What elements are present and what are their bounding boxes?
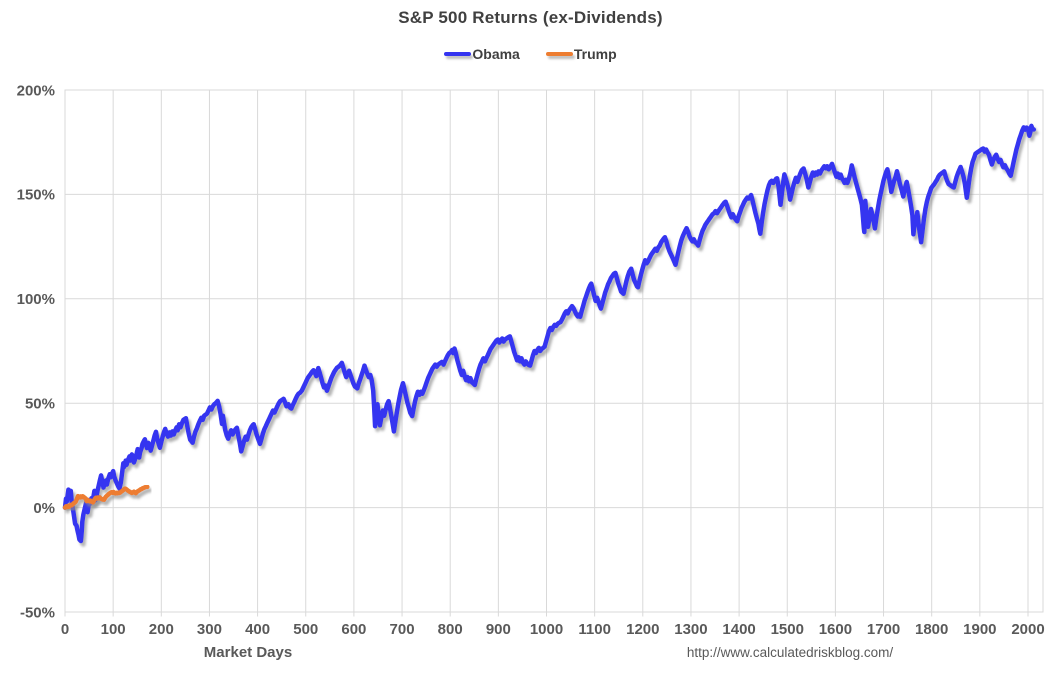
- trump-series-line: [62, 484, 150, 510]
- y-tick-label: 50%: [25, 395, 55, 412]
- plot-border: [64, 89, 1044, 613]
- x-tick-label: 900: [486, 621, 511, 638]
- y-tick-label: -50%: [20, 604, 55, 621]
- x-tick-label: 1400: [722, 621, 755, 638]
- x-tick-label: 100: [101, 621, 126, 638]
- obama-series-line: [62, 123, 1037, 544]
- x-tick-label: 1000: [530, 621, 563, 638]
- x-tick-label: 1500: [771, 621, 804, 638]
- legend-label-trump: Trump: [573, 46, 617, 62]
- y-tick-label: 200%: [17, 82, 55, 99]
- x-tick-label: 1300: [674, 621, 707, 638]
- chart-title: S&P 500 Returns (ex-Dividends): [398, 8, 663, 27]
- y-tick-label: 0%: [33, 500, 55, 517]
- y-tick-label: 150%: [17, 187, 55, 204]
- legend-item-obama: Obama: [444, 46, 520, 62]
- trump-line-swatch: [545, 51, 573, 57]
- legend-label-obama: Obama: [472, 46, 520, 62]
- x-tick-label: 600: [341, 621, 366, 638]
- y-tick-label: 100%: [17, 291, 55, 308]
- x-tick-label: 1700: [867, 621, 900, 638]
- x-tick-label: 1800: [915, 621, 948, 638]
- x-tick-label: 800: [438, 621, 463, 638]
- x-tick-label: 1100: [578, 621, 611, 638]
- x-tick-label: 2000: [1011, 621, 1044, 638]
- x-tick-label: 400: [245, 621, 270, 638]
- x-tick-label: 200: [149, 621, 174, 638]
- obama-line-swatch: [444, 51, 472, 57]
- x-tick-label: 700: [390, 621, 415, 638]
- source-url: http://www.calculatedriskblog.com/: [686, 645, 894, 660]
- legend-item-trump: Trump: [545, 46, 617, 62]
- x-tick-label: 300: [197, 621, 222, 638]
- x-tick-label: 1900: [963, 621, 996, 638]
- x-axis-title: Market Days: [203, 644, 293, 661]
- chart-legend: Obama Trump: [0, 46, 1061, 62]
- x-tick-label: 1600: [819, 621, 852, 638]
- x-tick-label: 500: [293, 621, 318, 638]
- x-tick-label: 1200: [626, 621, 659, 638]
- x-tick-label: 0: [61, 621, 69, 638]
